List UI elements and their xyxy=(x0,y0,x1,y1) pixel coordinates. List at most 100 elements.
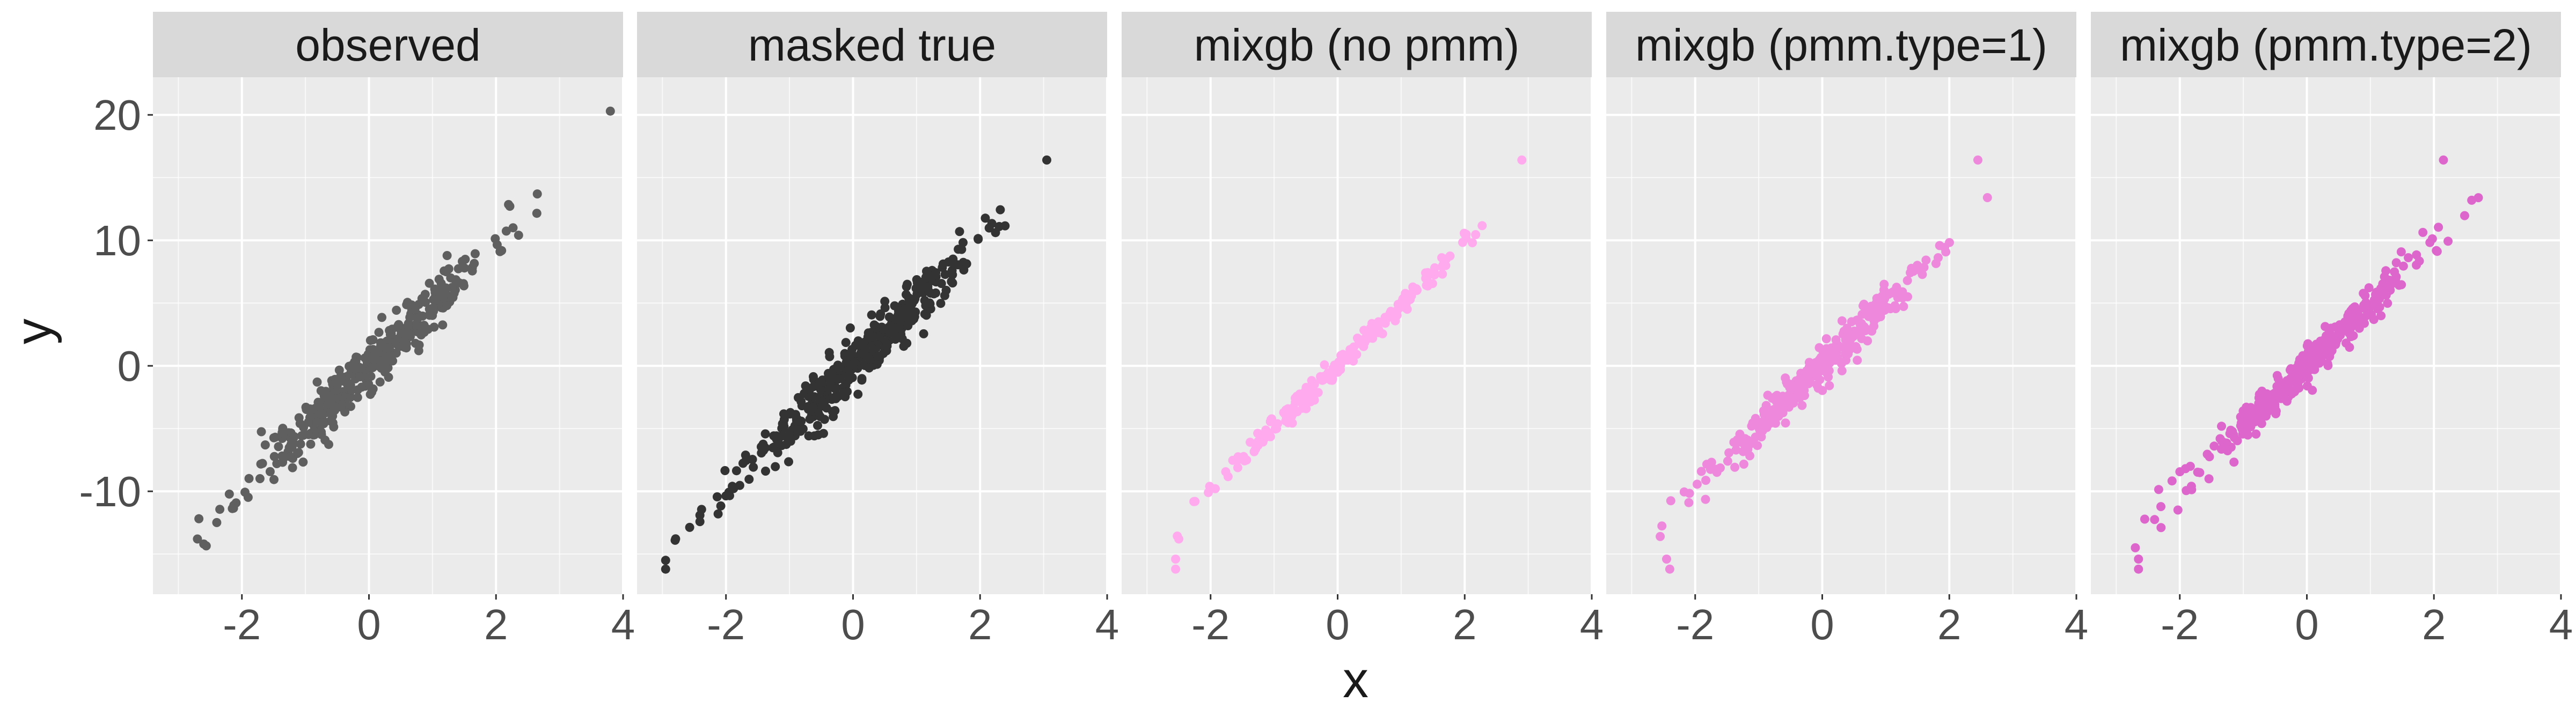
data-point xyxy=(1842,323,1852,333)
data-point xyxy=(257,427,266,437)
facet-strip xyxy=(2091,12,2561,77)
series-points xyxy=(1171,155,1527,574)
data-point xyxy=(2364,283,2374,293)
data-point xyxy=(299,423,309,432)
data-point xyxy=(2209,441,2219,451)
data-point xyxy=(784,457,793,467)
data-point xyxy=(392,306,401,315)
data-point xyxy=(749,462,758,472)
data-point xyxy=(492,240,502,249)
data-point xyxy=(1841,331,1850,341)
data-point xyxy=(1883,303,1893,313)
data-point xyxy=(329,422,339,432)
data-point xyxy=(2412,260,2421,270)
data-point xyxy=(1468,238,1477,248)
data-point xyxy=(1665,564,1674,574)
data-point xyxy=(959,265,969,275)
data-point xyxy=(2273,374,2283,383)
data-point xyxy=(345,393,355,402)
facet-title: mixgb (no pmm) xyxy=(1194,20,1520,70)
data-point xyxy=(366,372,376,381)
data-point xyxy=(1370,323,1379,332)
facet-panel: mixgb (pmm.type=2) -2 0 2 4 xyxy=(2091,12,2573,648)
data-point xyxy=(1871,309,1880,319)
data-point xyxy=(1701,494,1710,504)
series-points xyxy=(661,155,1051,574)
data-point xyxy=(2375,294,2384,304)
data-point xyxy=(2294,358,2304,368)
data-point xyxy=(289,432,299,441)
data-point xyxy=(260,440,270,450)
data-point xyxy=(670,535,680,545)
data-point xyxy=(818,397,828,407)
data-point xyxy=(1291,397,1300,407)
data-point xyxy=(357,382,367,392)
data-point xyxy=(436,287,445,297)
data-point xyxy=(882,339,892,349)
data-point xyxy=(280,453,289,462)
data-point xyxy=(2154,485,2163,494)
data-point xyxy=(713,509,723,519)
facet-panel: mixgb (pmm.type=1) -2 0 2 4 xyxy=(1606,12,2088,648)
data-point xyxy=(831,384,840,394)
data-point xyxy=(1421,268,1430,278)
data-point xyxy=(1733,438,1743,447)
data-point xyxy=(1837,366,1847,375)
data-point xyxy=(923,282,933,292)
y-axis-label: y xyxy=(5,319,62,344)
x-tick-label: -2 xyxy=(223,601,261,648)
data-point xyxy=(1821,334,1831,344)
data-point xyxy=(2350,302,2359,312)
data-point xyxy=(406,332,415,341)
data-point xyxy=(840,388,850,398)
data-point xyxy=(296,439,305,449)
data-point xyxy=(2359,289,2368,298)
data-point xyxy=(1679,487,1689,497)
data-point xyxy=(2385,285,2395,295)
data-point xyxy=(1684,498,1694,507)
data-point xyxy=(1696,467,1706,476)
data-point xyxy=(1712,464,1722,474)
data-point xyxy=(212,518,222,527)
data-point xyxy=(1767,394,1777,403)
x-tick-label: 2 xyxy=(1453,601,1477,648)
data-point xyxy=(2418,227,2428,237)
data-point xyxy=(984,223,994,233)
data-point xyxy=(948,278,957,288)
data-point xyxy=(1812,380,1822,389)
data-point xyxy=(425,311,435,320)
data-point xyxy=(2251,429,2261,439)
data-point xyxy=(2376,311,2386,321)
data-point xyxy=(321,391,331,401)
data-point xyxy=(862,355,872,365)
data-point xyxy=(1851,329,1861,338)
data-point xyxy=(744,475,754,484)
data-point xyxy=(796,426,806,436)
data-point xyxy=(825,352,835,361)
data-point xyxy=(414,346,423,356)
data-point xyxy=(1805,376,1814,386)
data-point xyxy=(1171,555,1181,564)
data-point xyxy=(1171,564,1181,574)
x-tick-label: 4 xyxy=(1095,601,1119,648)
data-point xyxy=(1913,261,1922,270)
data-point xyxy=(1282,411,1291,421)
data-point xyxy=(353,393,362,402)
data-point xyxy=(244,474,254,483)
data-point xyxy=(2332,335,2341,345)
data-point xyxy=(919,329,928,338)
data-point xyxy=(355,363,364,372)
data-point xyxy=(1233,463,1242,472)
data-point xyxy=(2217,422,2226,431)
data-point xyxy=(941,285,951,295)
data-point xyxy=(402,339,411,349)
data-point xyxy=(346,402,355,411)
data-point xyxy=(2340,324,2350,334)
x-tick-label: 2 xyxy=(1937,601,1962,648)
y-tick-label: 20 xyxy=(93,91,141,139)
data-point xyxy=(947,265,957,275)
data-point xyxy=(1841,356,1851,365)
data-point xyxy=(440,266,449,276)
data-point xyxy=(695,511,705,520)
data-point xyxy=(1320,360,1329,370)
